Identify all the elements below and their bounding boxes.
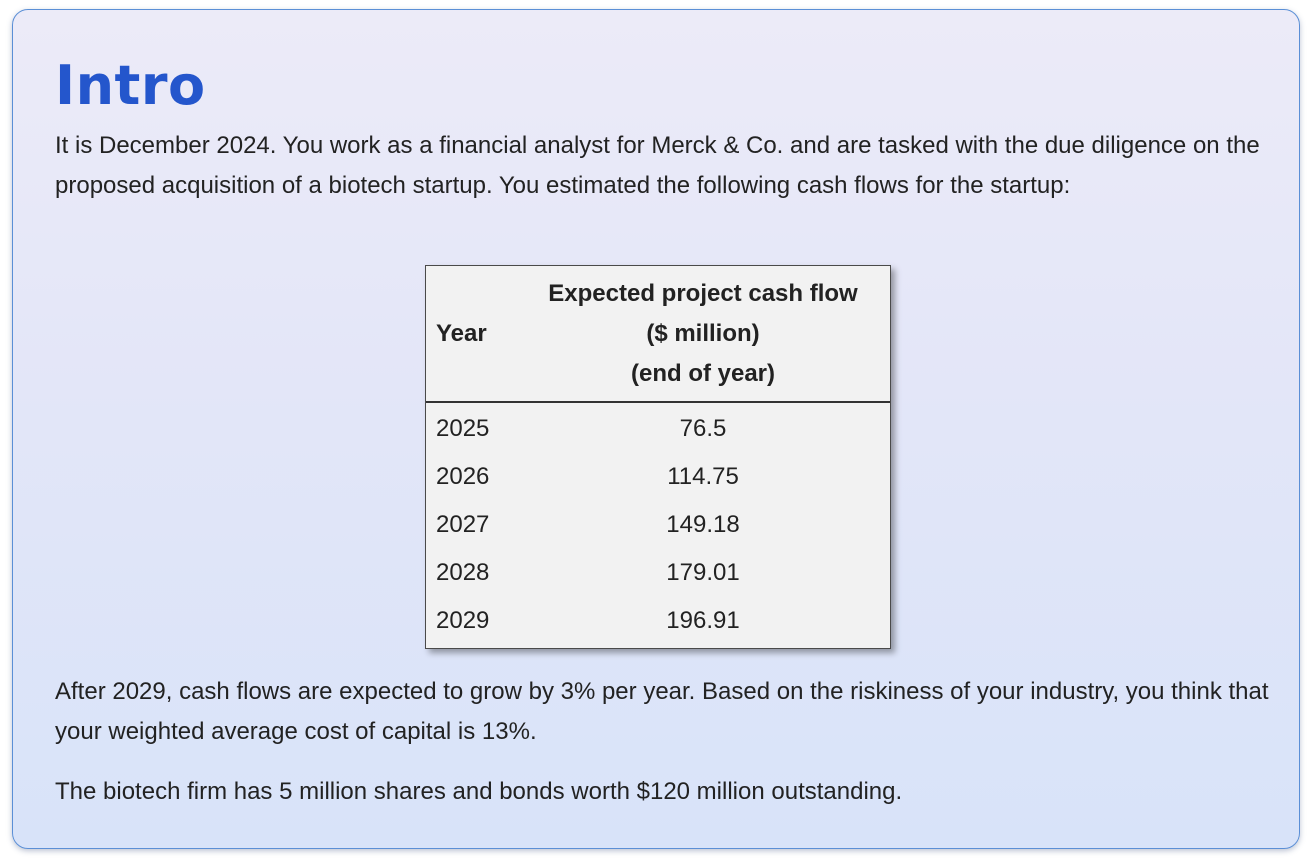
- cash-flow-table-container: Year Expected project cash flow ($ milli…: [425, 265, 891, 649]
- table-row: 2026 114.75: [426, 453, 890, 501]
- cash-flow-cell: 196.91: [666, 607, 740, 634]
- year-cell: 2027: [436, 511, 490, 538]
- cash-flow-cell: 76.5: [679, 415, 727, 442]
- year-column-header: Year: [426, 266, 516, 403]
- cash-flow-cell: 149.18: [666, 511, 740, 538]
- table-row: 2025 76.5: [426, 402, 890, 453]
- year-cell: 2026: [436, 463, 490, 490]
- page-title: Intro: [55, 54, 206, 117]
- intro-paragraph: It is December 2024. You work as a finan…: [55, 132, 1260, 199]
- cash-flow-column-header: Expected project cash flow ($ million) (…: [516, 266, 890, 403]
- year-cell: 2028: [436, 559, 490, 586]
- firm-paragraph: The biotech firm has 5 million shares an…: [55, 778, 903, 805]
- cash-flow-table: Year Expected project cash flow ($ milli…: [426, 266, 890, 645]
- cash-flow-cell: 114.75: [667, 463, 739, 490]
- growth-paragraph: After 2029, cash flows are expected to g…: [55, 678, 1269, 745]
- intro-card: Intro It is December 2024. You work as a…: [12, 9, 1300, 849]
- table-header-row: Year Expected project cash flow ($ milli…: [426, 266, 890, 403]
- table-row: 2027 149.18: [426, 501, 890, 549]
- cash-flow-header-line-2: ($ million): [646, 319, 760, 347]
- table-row: 2028 179.01: [426, 549, 890, 597]
- cash-flow-cell: 179.01: [666, 559, 740, 586]
- year-cell: 2029: [436, 607, 490, 634]
- cash-flow-header-line-1: Expected project cash flow: [548, 279, 858, 307]
- cash-flow-header-line-3: (end of year): [630, 359, 776, 387]
- table-row: 2029 196.91: [426, 597, 890, 645]
- year-cell: 2025: [436, 415, 490, 442]
